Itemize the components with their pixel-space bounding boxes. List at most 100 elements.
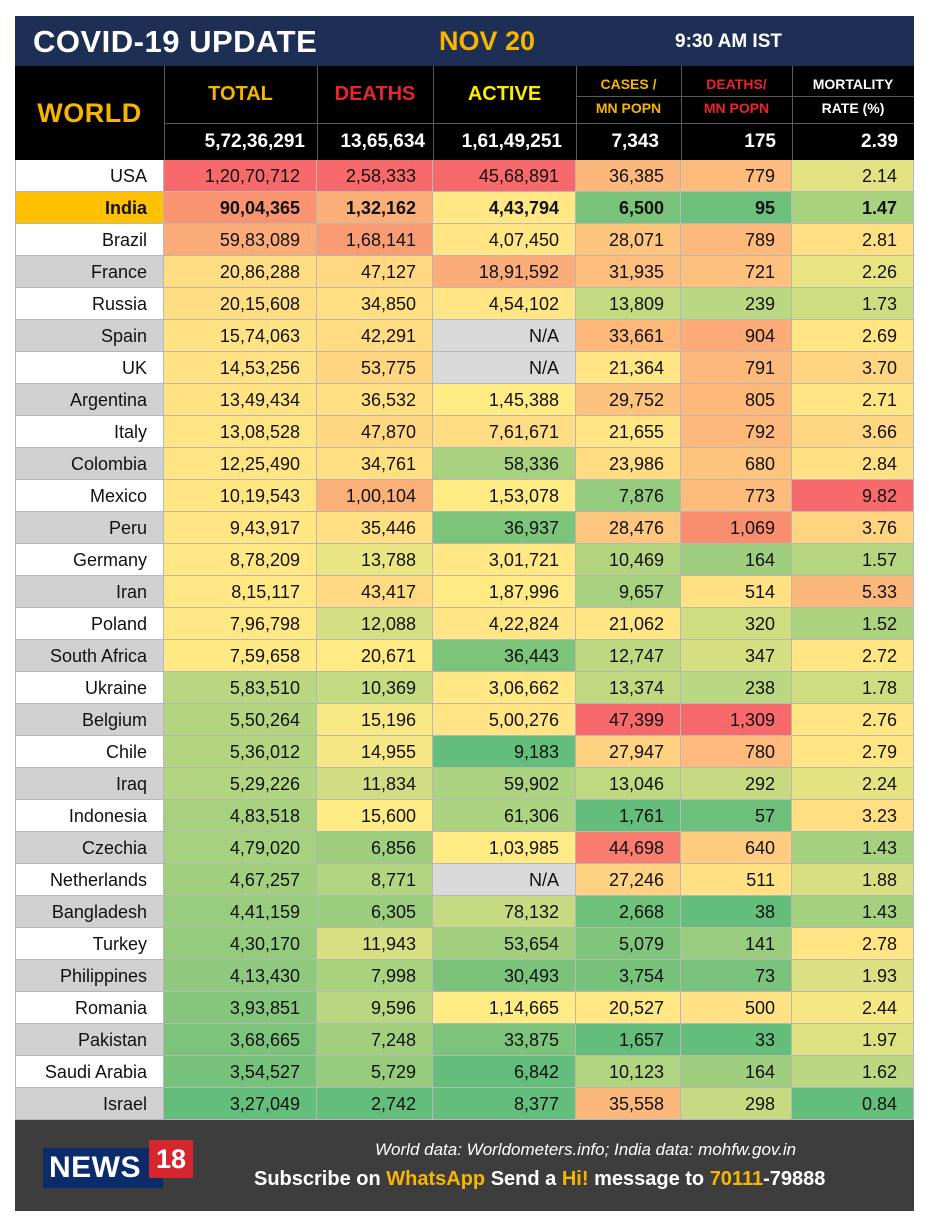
country-name: Saudi Arabia <box>15 1056 164 1088</box>
table-row: Brazil 59,83,089 1,68,141 4,07,450 28,071 789… <box>15 224 914 256</box>
active-cases-cell: 36,443 <box>433 640 576 672</box>
country-name: Poland <box>15 608 164 640</box>
deaths-per-mn-cell: 347 <box>681 640 792 672</box>
cases-per-mn-cell: 12,747 <box>576 640 681 672</box>
total-cases-cell: 59,83,089 <box>164 224 317 256</box>
deaths-cell: 36,532 <box>317 384 433 416</box>
mortality-rate-cell: 1.52 <box>792 608 914 640</box>
table-row: Spain 15,74,063 42,291 N/A 33,661 904 2.69 <box>15 320 914 352</box>
deaths-cell: 8,771 <box>317 864 433 896</box>
active-cases-cell: 4,07,450 <box>433 224 576 256</box>
col-total-header: TOTAL <box>208 83 273 105</box>
total-cases-cell: 90,04,365 <box>164 192 317 224</box>
deaths-per-mn-cell: 721 <box>681 256 792 288</box>
deaths-per-mn-cell: 1,069 <box>681 512 792 544</box>
active-cases-cell: 9,183 <box>433 736 576 768</box>
deaths-cell: 11,834 <box>317 768 433 800</box>
country-name: Iraq <box>15 768 164 800</box>
whatsapp-number-rest: -79888 <box>763 1168 826 1190</box>
logo-news-text: NEWS <box>43 1148 163 1188</box>
world-deaths: 13,65,634 <box>340 131 425 152</box>
total-cases-cell: 1,20,70,712 <box>164 160 317 192</box>
mortality-rate-cell: 1.43 <box>792 832 914 864</box>
total-cases-cell: 15,74,063 <box>164 320 317 352</box>
country-name: Italy <box>15 416 164 448</box>
divider <box>576 66 577 160</box>
deaths-per-mn-cell: 680 <box>681 448 792 480</box>
active-cases-cell: 6,842 <box>433 1056 576 1088</box>
total-cases-cell: 5,50,264 <box>164 704 317 736</box>
deaths-cell: 43,417 <box>317 576 433 608</box>
cases-per-mn-cell: 3,754 <box>576 960 681 992</box>
table-row: USA 1,20,70,712 2,58,333 45,68,891 36,385 779… <box>15 160 914 192</box>
active-cases-cell: 59,902 <box>433 768 576 800</box>
country-name: USA <box>15 160 164 192</box>
country-name: Iran <box>15 576 164 608</box>
deaths-per-mn-cell: 164 <box>681 544 792 576</box>
total-cases-cell: 4,79,020 <box>164 832 317 864</box>
deaths-per-mn-cell: 164 <box>681 1056 792 1088</box>
world-cases-per-mn: 7,343 <box>611 131 659 152</box>
cases-per-mn-cell: 21,062 <box>576 608 681 640</box>
cases-per-mn-cell: 7,876 <box>576 480 681 512</box>
mortality-rate-cell: 1.93 <box>792 960 914 992</box>
table-row: Germany 8,78,209 13,788 3,01,721 10,469 164 1.… <box>15 544 914 576</box>
deaths-cell: 42,291 <box>317 320 433 352</box>
cases-per-mn-cell: 23,986 <box>576 448 681 480</box>
mortality-rate-cell: 2.69 <box>792 320 914 352</box>
deaths-cell: 47,127 <box>317 256 433 288</box>
mortality-rate-cell: 1.57 <box>792 544 914 576</box>
deaths-cell: 2,58,333 <box>317 160 433 192</box>
active-cases-cell: 1,03,985 <box>433 832 576 864</box>
mortality-rate-cell: 3.23 <box>792 800 914 832</box>
mortality-rate-cell: 2.14 <box>792 160 914 192</box>
col-cases-per-mn-line1: CASES / <box>600 76 657 92</box>
cases-per-mn-cell: 1,761 <box>576 800 681 832</box>
deaths-per-mn-cell: 1,309 <box>681 704 792 736</box>
subscribe-text: Subscribe on <box>254 1168 387 1190</box>
country-name: Bangladesh <box>15 896 164 928</box>
country-name: France <box>15 256 164 288</box>
table-row: Bangladesh 4,41,159 6,305 78,132 2,668 38 1.43 <box>15 896 914 928</box>
mortality-rate-cell: 2.81 <box>792 224 914 256</box>
deaths-cell: 13,788 <box>317 544 433 576</box>
deaths-per-mn-cell: 292 <box>681 768 792 800</box>
page-title: COVID-19 UPDATE <box>33 24 318 59</box>
deaths-cell: 5,729 <box>317 1056 433 1088</box>
country-name: Brazil <box>15 224 164 256</box>
cases-per-mn-cell: 31,935 <box>576 256 681 288</box>
deaths-per-mn-cell: 805 <box>681 384 792 416</box>
active-cases-cell: 4,22,824 <box>433 608 576 640</box>
mortality-rate-cell: 3.76 <box>792 512 914 544</box>
divider <box>576 96 914 97</box>
country-name: Belgium <box>15 704 164 736</box>
cases-per-mn-cell: 33,661 <box>576 320 681 352</box>
deaths-cell: 11,943 <box>317 928 433 960</box>
total-cases-cell: 10,19,543 <box>164 480 317 512</box>
table-row: Romania 3,93,851 9,596 1,14,665 20,527 500 2.4… <box>15 992 914 1024</box>
table-row: France 20,86,288 47,127 18,91,592 31,935 721 2… <box>15 256 914 288</box>
table-row: Chile 5,36,012 14,955 9,183 27,947 780 2.79 <box>15 736 914 768</box>
total-cases-cell: 8,15,117 <box>164 576 317 608</box>
deaths-cell: 10,369 <box>317 672 433 704</box>
deaths-cell: 20,671 <box>317 640 433 672</box>
mortality-rate-cell: 2.76 <box>792 704 914 736</box>
infographic: COVID-19 UPDATE NOV 20 9:30 AM IST TOTAL… <box>15 16 914 1211</box>
col-deaths-header: DEATHS <box>334 83 416 105</box>
column-header: TOTAL DEATHS ACTIVE CASES / MN POPN DEAT… <box>15 66 914 160</box>
total-cases-cell: 7,59,658 <box>164 640 317 672</box>
country-name: South Africa <box>15 640 164 672</box>
deaths-per-mn-cell: 33 <box>681 1024 792 1056</box>
total-cases-cell: 4,83,518 <box>164 800 317 832</box>
mortality-rate-cell: 1.88 <box>792 864 914 896</box>
col-mortality-line2: RATE (%) <box>821 100 885 116</box>
active-cases-cell: 33,875 <box>433 1024 576 1056</box>
divider <box>164 66 165 160</box>
deaths-per-mn-cell: 789 <box>681 224 792 256</box>
cases-per-mn-cell: 35,558 <box>576 1088 681 1120</box>
table-row: Russia 20,15,608 34,850 4,54,102 13,809 239 1.… <box>15 288 914 320</box>
total-cases-cell: 3,27,049 <box>164 1088 317 1120</box>
country-name: Philippines <box>15 960 164 992</box>
deaths-cell: 7,248 <box>317 1024 433 1056</box>
cases-per-mn-cell: 27,246 <box>576 864 681 896</box>
